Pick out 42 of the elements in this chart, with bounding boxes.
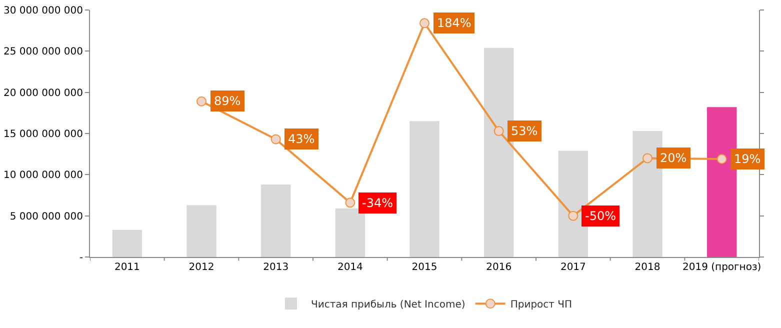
- bar: [186, 205, 216, 257]
- y-tick-label: 20 000 000 000: [3, 88, 83, 99]
- x-tick-label: 2013: [263, 262, 289, 273]
- legend-label: Чистая прибыль (Net Income): [311, 300, 466, 311]
- x-tick-label: 2012: [188, 262, 214, 273]
- point: [716, 154, 727, 164]
- data-label: -50%: [585, 209, 616, 223]
- x-tick-label: 2018: [634, 262, 660, 273]
- x-tick-label: 2019 (прогноз): [682, 262, 762, 273]
- y-tick-label: 30 000 000 000: [3, 6, 83, 16]
- x-tick-label: 2015: [412, 262, 438, 273]
- bar: [706, 107, 737, 257]
- data-label: 89%: [214, 94, 241, 108]
- x-tick-label: 2011: [114, 262, 140, 273]
- y-tick-label: 15 000 000 000: [3, 129, 83, 140]
- bar: [260, 184, 291, 257]
- point: [568, 210, 578, 221]
- data-label: 20%: [660, 151, 687, 165]
- bar: [335, 208, 366, 257]
- point: [642, 153, 652, 164]
- data-label: -34%: [362, 196, 394, 210]
- point: [270, 134, 281, 144]
- data-label: 53%: [511, 124, 538, 138]
- bar: [632, 131, 662, 257]
- x-tick-label: 2016: [486, 262, 512, 273]
- point: [345, 198, 356, 208]
- point: [420, 18, 430, 28]
- data-label: 184%: [437, 16, 472, 30]
- data-label: 43%: [288, 132, 315, 146]
- y-tick-label: 10 000 000 000: [3, 170, 83, 182]
- bar: [112, 230, 142, 257]
- bar: [484, 48, 514, 257]
- y-tick-label: 5 000 000 000: [10, 211, 83, 222]
- y-tick-label: 25 000 000 000: [3, 46, 83, 58]
- legend-label: Прирост ЧП: [510, 300, 572, 311]
- bar: [410, 121, 440, 257]
- x-tick-label: 2014: [337, 262, 363, 273]
- data-label: 19%: [734, 152, 761, 166]
- point: [196, 96, 206, 106]
- y-tick-label: -: [79, 252, 84, 264]
- x-tick-label: 2017: [560, 262, 586, 273]
- point: [494, 126, 504, 136]
